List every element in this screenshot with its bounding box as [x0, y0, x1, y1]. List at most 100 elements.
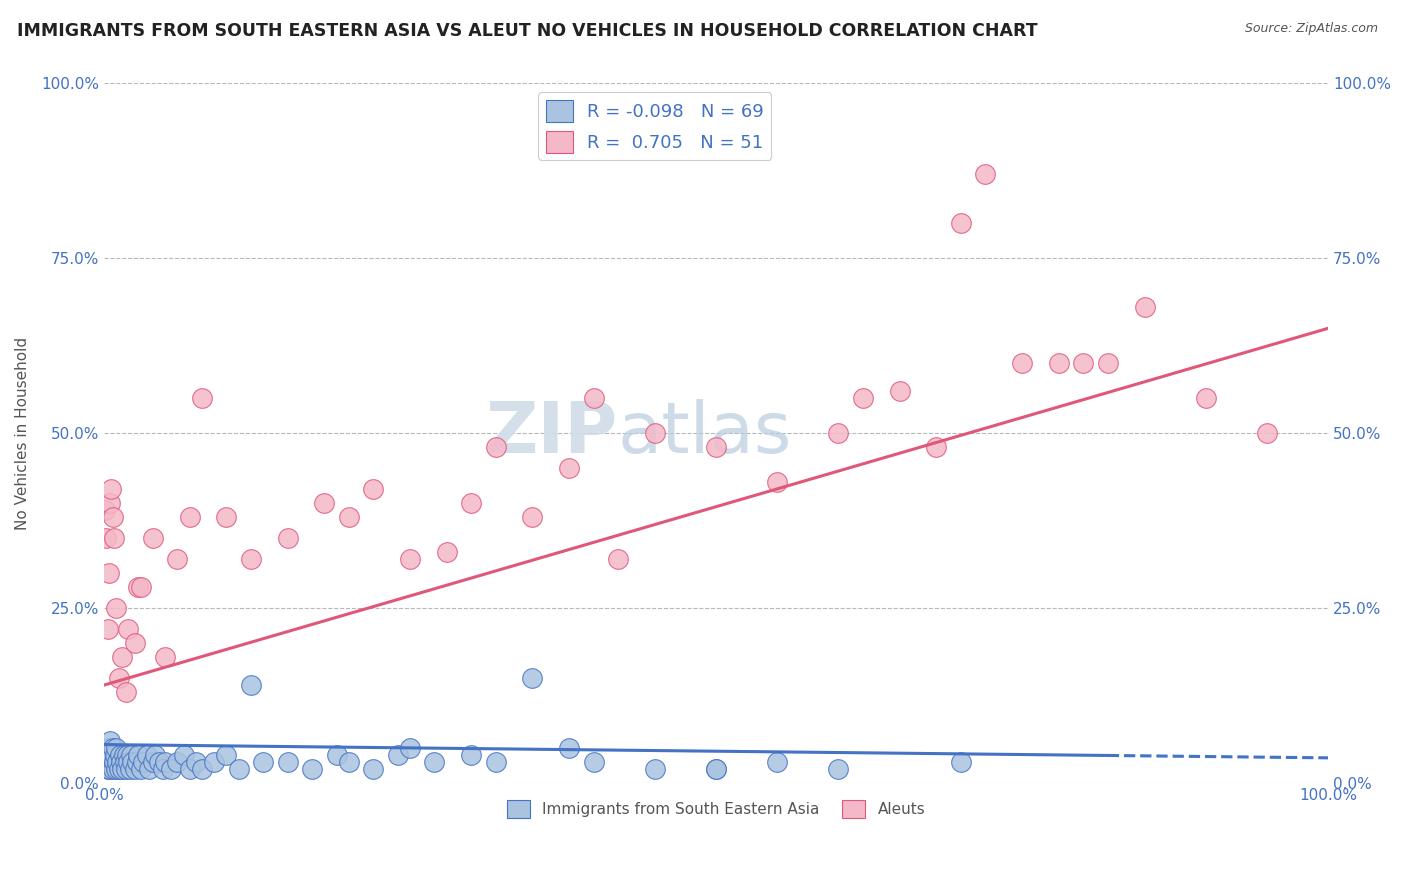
- Point: [337, 510, 360, 524]
- Point: [1011, 356, 1033, 370]
- Point: [105, 601, 128, 615]
- Point: [112, 747, 135, 762]
- Point: [96, 531, 118, 545]
- Point: [104, 747, 127, 762]
- Point: [103, 755, 125, 769]
- Point: [121, 755, 143, 769]
- Point: [148, 755, 170, 769]
- Point: [184, 755, 207, 769]
- Point: [98, 734, 121, 748]
- Point: [644, 426, 666, 441]
- Point: [107, 671, 129, 685]
- Point: [325, 747, 347, 762]
- Point: [124, 636, 146, 650]
- Point: [607, 552, 630, 566]
- Point: [115, 747, 138, 762]
- Point: [135, 747, 157, 762]
- Point: [166, 755, 188, 769]
- Point: [101, 762, 124, 776]
- Point: [152, 762, 174, 776]
- Text: atlas: atlas: [619, 399, 793, 467]
- Point: [558, 461, 581, 475]
- Point: [704, 440, 727, 454]
- Point: [105, 741, 128, 756]
- Point: [96, 755, 118, 769]
- Point: [97, 622, 120, 636]
- Point: [120, 747, 142, 762]
- Point: [191, 762, 214, 776]
- Point: [202, 755, 225, 769]
- Point: [314, 496, 336, 510]
- Point: [153, 755, 176, 769]
- Point: [766, 755, 789, 769]
- Point: [460, 747, 482, 762]
- Point: [460, 496, 482, 510]
- Point: [925, 440, 948, 454]
- Point: [704, 762, 727, 776]
- Point: [94, 503, 117, 517]
- Point: [277, 755, 299, 769]
- Point: [1047, 356, 1070, 370]
- Point: [1133, 301, 1156, 315]
- Point: [852, 391, 875, 405]
- Point: [827, 426, 849, 441]
- Point: [107, 755, 129, 769]
- Point: [889, 384, 911, 399]
- Point: [142, 755, 165, 769]
- Point: [100, 482, 122, 496]
- Point: [387, 747, 409, 762]
- Text: IMMIGRANTS FROM SOUTH EASTERN ASIA VS ALEUT NO VEHICLES IN HOUSEHOLD CORRELATION: IMMIGRANTS FROM SOUTH EASTERN ASIA VS AL…: [17, 22, 1038, 40]
- Point: [118, 762, 141, 776]
- Text: ZIP: ZIP: [486, 399, 619, 467]
- Point: [228, 762, 250, 776]
- Point: [127, 747, 149, 762]
- Point: [173, 747, 195, 762]
- Point: [101, 741, 124, 756]
- Point: [103, 531, 125, 545]
- Point: [1256, 426, 1278, 441]
- Point: [153, 650, 176, 665]
- Point: [239, 678, 262, 692]
- Point: [98, 755, 121, 769]
- Point: [97, 762, 120, 776]
- Point: [949, 755, 972, 769]
- Point: [644, 762, 666, 776]
- Point: [827, 762, 849, 776]
- Point: [100, 747, 122, 762]
- Point: [160, 762, 183, 776]
- Point: [132, 755, 155, 769]
- Point: [252, 755, 274, 769]
- Point: [949, 216, 972, 230]
- Point: [107, 762, 129, 776]
- Point: [215, 747, 238, 762]
- Point: [485, 440, 508, 454]
- Point: [277, 531, 299, 545]
- Point: [215, 510, 238, 524]
- Point: [766, 475, 789, 490]
- Point: [423, 755, 446, 769]
- Point: [142, 531, 165, 545]
- Point: [97, 566, 120, 581]
- Point: [399, 741, 422, 756]
- Point: [129, 762, 152, 776]
- Point: [97, 762, 120, 776]
- Point: [704, 762, 727, 776]
- Point: [117, 622, 139, 636]
- Point: [179, 762, 201, 776]
- Point: [97, 741, 120, 756]
- Point: [145, 747, 167, 762]
- Point: [399, 552, 422, 566]
- Point: [1195, 391, 1218, 405]
- Point: [522, 510, 544, 524]
- Point: [179, 510, 201, 524]
- Point: [129, 580, 152, 594]
- Point: [110, 755, 132, 769]
- Point: [1071, 356, 1094, 370]
- Text: Source: ZipAtlas.com: Source: ZipAtlas.com: [1244, 22, 1378, 36]
- Point: [111, 762, 134, 776]
- Point: [558, 741, 581, 756]
- Point: [974, 168, 997, 182]
- Point: [166, 552, 188, 566]
- Point: [239, 552, 262, 566]
- Point: [436, 545, 458, 559]
